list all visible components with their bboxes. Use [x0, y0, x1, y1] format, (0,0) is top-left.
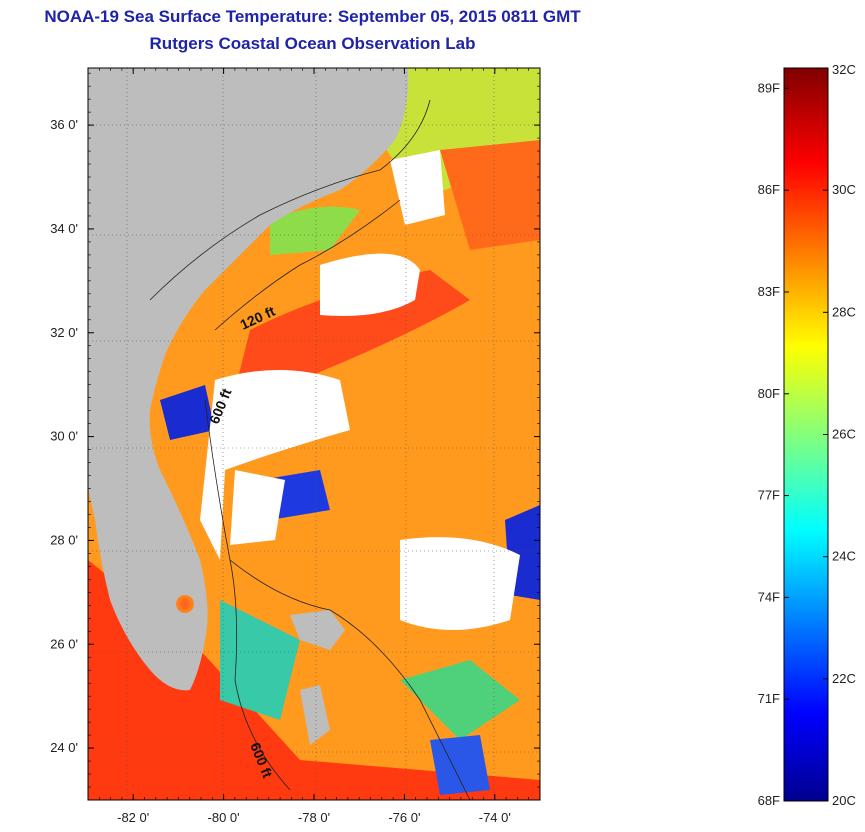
colorbar-celsius-label: 28C — [832, 304, 856, 319]
colorbar-celsius-label: 24C — [832, 549, 856, 564]
colorbar — [783, 67, 829, 802]
lon-tick-label: -82 0' — [117, 810, 149, 825]
colorbar-fahrenheit-label: 86F — [758, 182, 780, 197]
colorbar-fahrenheit-label: 74F — [758, 589, 780, 604]
map-subtitle: Rutgers Coastal Ocean Observation Lab — [149, 34, 476, 53]
colorbar-fahrenheit-label: 68F — [758, 793, 780, 808]
map-title: NOAA-19 Sea Surface Temperature: Septemb… — [44, 7, 581, 26]
colorbar-ticks: 32C 30C 28C 26C 24C 22C 20C 89F 86F 83F 80F 77F 74F 7… — [758, 62, 856, 808]
colorbar-fahrenheit-label: 71F — [758, 691, 780, 706]
lon-tick-label: -74 0' — [479, 810, 511, 825]
colorbar-celsius-label: 22C — [832, 671, 856, 686]
axis-ticks: 36 0' 34 0' 32 0' 30 0' 28 0' 26 0' 24 0' -82 0… — [50, 68, 541, 825]
sst-image: 120 ft 600 ft 600 ft — [88, 68, 540, 800]
colorbar-celsius-label: 30C — [832, 182, 856, 197]
colorbar-celsius-label: 32C — [832, 62, 856, 77]
lat-tick-label: 32 0' — [50, 325, 78, 340]
colorbar-celsius-label: 20C — [832, 793, 856, 808]
lat-tick-label: 34 0' — [50, 221, 78, 236]
colorbar-fahrenheit-label: 89F — [758, 80, 780, 95]
lat-tick-label: 36 0' — [50, 117, 78, 132]
colorbar-celsius-label: 26C — [832, 427, 856, 442]
lat-tick-label: 30 0' — [50, 429, 78, 444]
colorbar-fahrenheit-label: 77F — [758, 488, 780, 503]
lon-tick-label: -80 0' — [208, 810, 240, 825]
colorbar-fahrenheit-label: 83F — [758, 284, 780, 299]
lon-tick-label: -76 0' — [388, 810, 420, 825]
lat-tick-label: 26 0' — [50, 636, 78, 651]
colorbar-fahrenheit-label: 80F — [758, 386, 780, 401]
lat-tick-label: 24 0' — [50, 740, 78, 755]
lat-tick-label: 28 0' — [50, 532, 78, 547]
lon-tick-label: -78 0' — [298, 810, 330, 825]
graticule — [88, 68, 540, 800]
